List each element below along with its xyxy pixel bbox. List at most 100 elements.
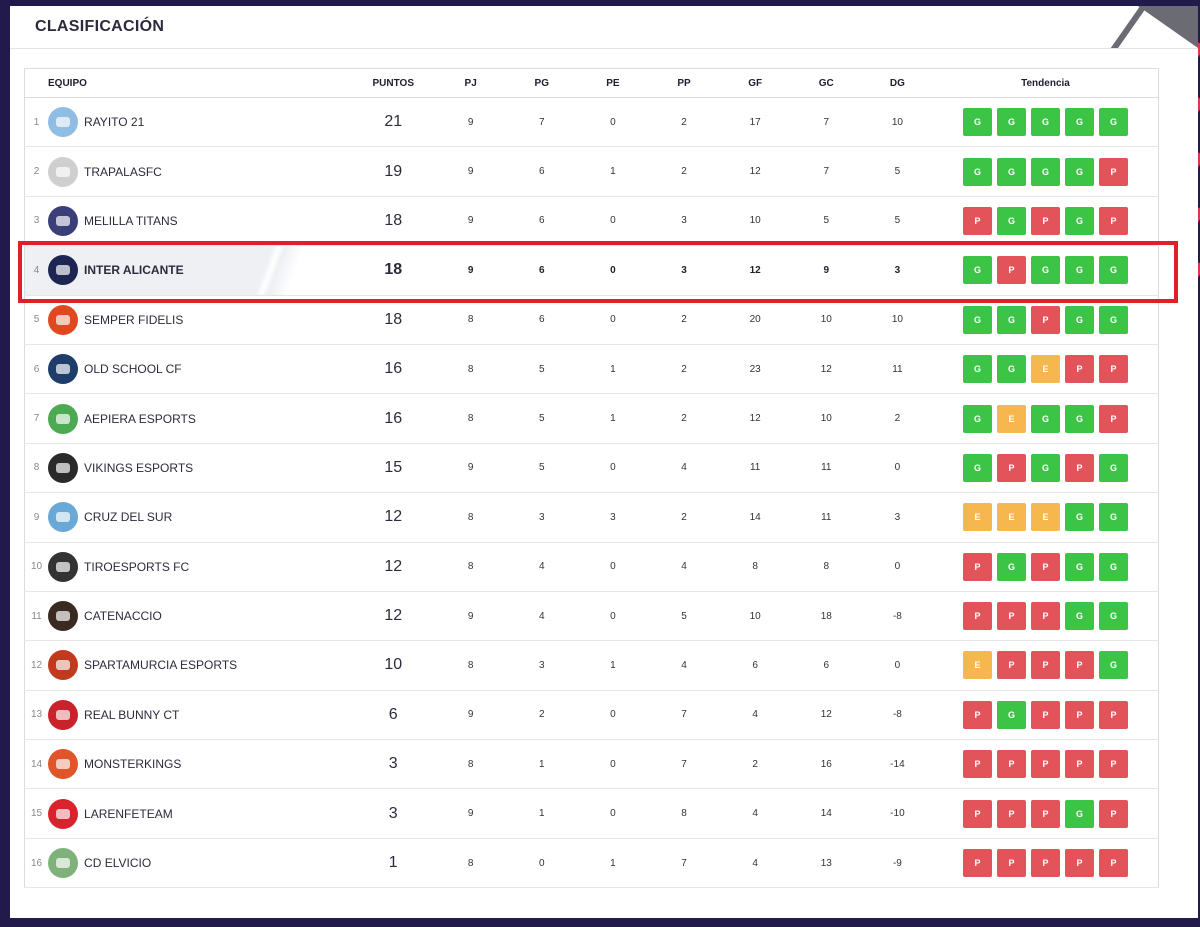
pe-cell: 0 — [577, 443, 649, 494]
team-cell[interactable]: REAL BUNNY CT — [48, 690, 352, 741]
gf-cell: 11 — [719, 443, 791, 494]
team-cell[interactable]: VIKINGS ESPORTS — [48, 443, 352, 494]
trend-badge: G — [1098, 256, 1128, 285]
table-row[interactable]: 16 CD ELVICIO 1 8 0 1 7 4 13 -9 P P P P P — [24, 838, 1159, 889]
team-crest-icon — [48, 304, 79, 335]
team-name-link[interactable]: REAL BUNNY CT — [84, 707, 180, 722]
points-cell: 10 — [351, 640, 436, 691]
team-cell[interactable]: AEPIERA ESPORTS — [48, 393, 352, 444]
pp-cell: 7 — [648, 838, 720, 889]
table-row[interactable]: 3 MELILLA TITANS 18 9 6 0 3 10 5 5 P G P G P — [24, 196, 1159, 247]
trend-badge: G — [962, 256, 992, 285]
team-cell[interactable]: CD ELVICIO — [48, 838, 352, 889]
trend-badge: P — [1030, 552, 1060, 581]
team-name-link[interactable]: MONSTERKINGS — [84, 757, 182, 772]
trend-badge: G — [996, 206, 1026, 235]
team-name-link[interactable]: MELILLA TITANS — [84, 213, 178, 228]
table-row[interactable]: 11 CATENACCIO 12 9 4 0 5 10 18 -8 P P P G G — [24, 591, 1159, 642]
gc-cell: 8 — [790, 542, 862, 592]
team-cell[interactable]: RAYITO 21 — [48, 97, 352, 148]
table-row[interactable]: 6 OLD SCHOOL CF 16 8 5 1 2 23 12 11 G G E P P — [24, 344, 1159, 395]
team-name-link[interactable]: CATENACCIO — [84, 609, 162, 624]
team-name-link[interactable]: INTER ALICANTE — [84, 263, 184, 278]
position-cell: 16 — [24, 838, 49, 889]
pj-cell: 9 — [435, 443, 507, 494]
col-pj[interactable]: PJ — [435, 68, 507, 98]
table-row[interactable]: 8 VIKINGS ESPORTS 15 9 5 0 4 11 11 0 G P G P G — [24, 443, 1159, 494]
col-points[interactable]: PUNTOS — [351, 68, 436, 98]
col-team[interactable]: EQUIPO — [24, 68, 352, 98]
col-dg[interactable]: DG — [861, 68, 933, 98]
points-cell: 19 — [351, 146, 436, 197]
pg-cell: 7 — [506, 97, 578, 148]
points-cell: 18 — [351, 245, 436, 296]
table-row[interactable]: 15 LARENFETEAM 3 9 1 0 8 4 14 -10 P P P G P — [24, 788, 1159, 839]
trend-badge: G — [1064, 552, 1094, 581]
team-name-link[interactable]: SPARTAMURCIA ESPORTS — [84, 658, 238, 673]
trend-badge: P — [1030, 651, 1060, 680]
trend-badge: G — [1064, 602, 1094, 631]
team-name-link[interactable]: LARENFETEAM — [84, 806, 173, 821]
team-cell[interactable]: CRUZ DEL SUR — [48, 492, 352, 543]
col-gc[interactable]: GC — [790, 68, 862, 98]
dg-cell: -9 — [861, 838, 933, 889]
col-gf[interactable]: GF — [719, 68, 791, 98]
dg-cell: 3 — [861, 245, 933, 296]
gc-cell: 5 — [790, 196, 862, 247]
team-crest-icon — [48, 502, 79, 533]
team-cell[interactable]: MELILLA TITANS — [48, 196, 352, 247]
team-name-link[interactable]: OLD SCHOOL CF — [84, 362, 182, 377]
team-name-link[interactable]: TRAPALASFC — [84, 164, 162, 179]
table-row[interactable]: 1 RAYITO 21 21 9 7 0 2 17 7 10 G G G G G — [24, 97, 1159, 148]
team-crest-icon — [48, 798, 79, 829]
pg-cell: 4 — [506, 591, 578, 642]
points-cell: 3 — [351, 739, 436, 790]
trend-badge: G — [1098, 602, 1128, 631]
position-cell: 11 — [24, 591, 49, 642]
team-cell[interactable]: LARENFETEAM — [48, 788, 352, 839]
team-cell[interactable]: INTER ALICANTE — [48, 245, 352, 296]
trend-badge: G — [962, 453, 992, 482]
table-row[interactable]: 12 SPARTAMURCIA ESPORTS 10 8 3 1 4 6 6 0 E P P P G — [24, 640, 1159, 691]
pg-cell: 6 — [506, 196, 578, 247]
table-row[interactable]: 13 REAL BUNNY CT 6 9 2 0 7 4 12 -8 P G P P P — [24, 690, 1159, 741]
trend-badge: P — [1030, 206, 1060, 235]
team-name-link[interactable]: CD ELVICIO — [84, 856, 152, 871]
table-row[interactable]: 4 INTER ALICANTE 18 9 6 0 3 12 9 3 G P G G G — [24, 245, 1159, 296]
trend-badge: G — [1098, 552, 1128, 581]
team-cell[interactable]: SEMPER FIDELIS — [48, 295, 352, 345]
team-name-link[interactable]: AEPIERA ESPORTS — [84, 411, 196, 426]
table-row[interactable]: 7 AEPIERA ESPORTS 16 8 5 1 2 12 10 2 G E G G P — [24, 393, 1159, 444]
trend-badge: P — [1064, 849, 1094, 878]
team-name-link[interactable]: SEMPER FIDELIS — [84, 312, 184, 327]
table-row[interactable]: 14 MONSTERKINGS 3 8 1 0 7 2 16 -14 P P P P P — [24, 739, 1159, 790]
gc-cell: 7 — [790, 97, 862, 148]
table-row[interactable]: 9 CRUZ DEL SUR 12 8 3 3 2 14 11 3 E E E G G — [24, 492, 1159, 543]
table-row[interactable]: 2 TRAPALASFC 19 9 6 1 2 12 7 5 G G G G P — [24, 146, 1159, 197]
team-name-link[interactable]: RAYITO 21 — [84, 115, 145, 130]
pj-cell: 8 — [435, 739, 507, 790]
team-cell[interactable]: TIROESPORTS FC — [48, 542, 352, 592]
team-cell[interactable]: MONSTERKINGS — [48, 739, 352, 790]
col-pp[interactable]: PP — [648, 68, 720, 98]
trend-badge: E — [1030, 355, 1060, 384]
team-crest-icon — [48, 551, 79, 582]
col-pg[interactable]: PG — [506, 68, 578, 98]
team-name-link[interactable]: VIKINGS ESPORTS — [84, 460, 194, 475]
team-name-link[interactable]: TIROESPORTS FC — [84, 559, 190, 574]
pe-cell: 0 — [577, 196, 649, 247]
team-name-link[interactable]: CRUZ DEL SUR — [84, 510, 173, 525]
team-cell[interactable]: SPARTAMURCIA ESPORTS — [48, 640, 352, 691]
team-cell[interactable]: OLD SCHOOL CF — [48, 344, 352, 395]
trend-badge: P — [962, 552, 992, 581]
pj-cell: 9 — [435, 196, 507, 247]
table-row[interactable]: 5 SEMPER FIDELIS 18 8 6 0 2 20 10 10 G G P G G — [24, 295, 1159, 345]
pe-cell: 0 — [577, 295, 649, 345]
team-cell[interactable]: TRAPALASFC — [48, 146, 352, 197]
team-cell[interactable]: CATENACCIO — [48, 591, 352, 642]
dg-cell: 0 — [861, 542, 933, 592]
col-pe[interactable]: PE — [577, 68, 649, 98]
table-row[interactable]: 10 TIROESPORTS FC 12 8 4 0 4 8 8 0 P G P G G — [24, 542, 1159, 592]
